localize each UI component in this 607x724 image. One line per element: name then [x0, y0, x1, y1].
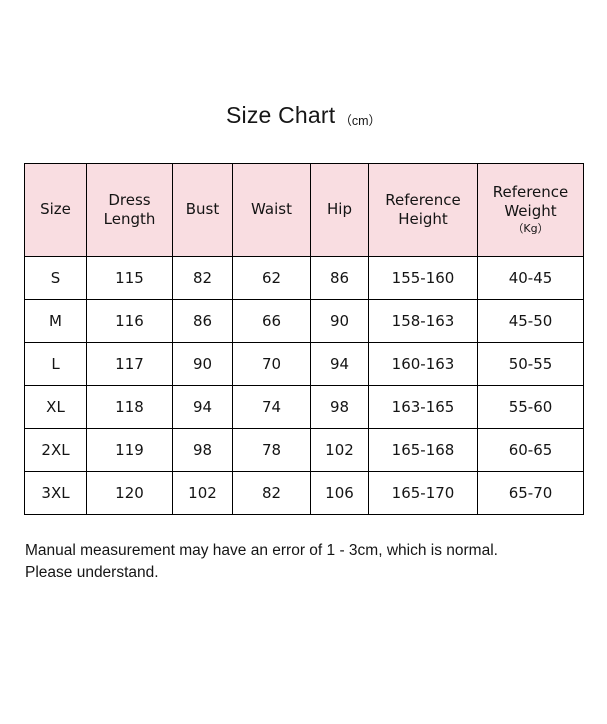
column-header-dress-length: Dress Length [86, 163, 173, 257]
cell-bust: 94 [172, 385, 233, 429]
column-header-reference-height: Reference Height [368, 163, 478, 257]
cell-hip: 106 [310, 471, 369, 515]
cell-reference-height: 158-163 [368, 299, 478, 343]
table-row: XL 118 94 74 98 163-165 55-60 [24, 385, 584, 429]
column-header-reference-height-label: Reference Height [385, 190, 461, 228]
cell-reference-weight: 45-50 [477, 299, 584, 343]
cell-waist: 74 [232, 385, 311, 429]
column-header-bust: Bust [172, 163, 233, 257]
table-header-row: Size Dress Length Bust Waist Hip Referen… [24, 163, 584, 257]
column-header-hip: Hip [310, 163, 369, 257]
cell-hip: 86 [310, 256, 369, 300]
column-header-dress-length-label: Dress Length [103, 190, 156, 228]
cell-waist: 62 [232, 256, 311, 300]
table-row: 2XL 119 98 78 102 165-168 60-65 [24, 428, 584, 472]
cell-bust: 98 [172, 428, 233, 472]
table-row: 3XL 120 102 82 106 165-170 65-70 [24, 471, 584, 515]
column-header-waist: Waist [232, 163, 311, 257]
column-header-reference-weight: Reference Weight （Kg） [477, 163, 584, 257]
table-row: M 116 86 66 90 158-163 45-50 [24, 299, 584, 343]
measurement-disclaimer: Manual measurement may have an error of … [25, 540, 585, 585]
page-title-unit: （cm） [339, 114, 382, 128]
table-row: S 115 82 62 86 155-160 40-45 [24, 256, 584, 300]
cell-bust: 90 [172, 342, 233, 386]
table-body: S 115 82 62 86 155-160 40-45 M 116 86 66… [24, 256, 584, 515]
cell-reference-height: 163-165 [368, 385, 478, 429]
column-header-reference-weight-label: Reference Weight [492, 182, 569, 220]
cell-hip: 90 [310, 299, 369, 343]
cell-hip: 98 [310, 385, 369, 429]
cell-dress-length: 117 [86, 342, 173, 386]
cell-reference-height: 165-168 [368, 428, 478, 472]
cell-reference-weight: 50-55 [477, 342, 584, 386]
cell-waist: 70 [232, 342, 311, 386]
column-header-hip-label: Hip [327, 200, 352, 219]
page-title-text: Size Chart [225, 102, 336, 128]
column-header-waist-label: Waist [251, 200, 292, 219]
table-row: L 117 90 70 94 160-163 50-55 [24, 342, 584, 386]
cell-hip: 102 [310, 428, 369, 472]
disclaimer-line-1: Manual measurement may have an error of … [25, 542, 498, 559]
cell-reference-height: 155-160 [368, 256, 478, 300]
cell-size: 3XL [24, 471, 87, 515]
size-chart-table-wrapper: Size Dress Length Bust Waist Hip Referen… [24, 163, 584, 515]
cell-waist: 66 [232, 299, 311, 343]
cell-bust: 102 [172, 471, 233, 515]
column-header-bust-label: Bust [185, 200, 220, 219]
cell-size: 2XL [24, 428, 87, 472]
cell-hip: 94 [310, 342, 369, 386]
cell-dress-length: 119 [86, 428, 173, 472]
cell-waist: 82 [232, 471, 311, 515]
column-header-size-label: Size [40, 200, 71, 219]
cell-dress-length: 120 [86, 471, 173, 515]
cell-reference-weight: 55-60 [477, 385, 584, 429]
cell-reference-height: 165-170 [368, 471, 478, 515]
cell-dress-length: 116 [86, 299, 173, 343]
cell-size: M [24, 299, 87, 343]
table-header: Size Dress Length Bust Waist Hip Referen… [24, 163, 584, 257]
cell-size: S [24, 256, 87, 300]
column-header-size: Size [24, 163, 87, 257]
disclaimer-line-2: Please understand. [25, 564, 159, 582]
cell-reference-weight: 65-70 [477, 471, 584, 515]
cell-bust: 86 [172, 299, 233, 343]
cell-reference-weight: 60-65 [477, 428, 584, 472]
cell-dress-length: 115 [86, 256, 173, 300]
cell-reference-weight: 40-45 [477, 256, 584, 300]
cell-size: L [24, 342, 87, 386]
cell-bust: 82 [172, 256, 233, 300]
cell-dress-length: 118 [86, 385, 173, 429]
column-header-reference-weight-unit: （Kg） [512, 221, 549, 235]
cell-size: XL [24, 385, 87, 429]
cell-reference-height: 160-163 [368, 342, 478, 386]
size-chart-table: Size Dress Length Bust Waist Hip Referen… [24, 163, 584, 515]
page-title: Size Chart （cm） [0, 102, 607, 129]
cell-waist: 78 [232, 428, 311, 472]
